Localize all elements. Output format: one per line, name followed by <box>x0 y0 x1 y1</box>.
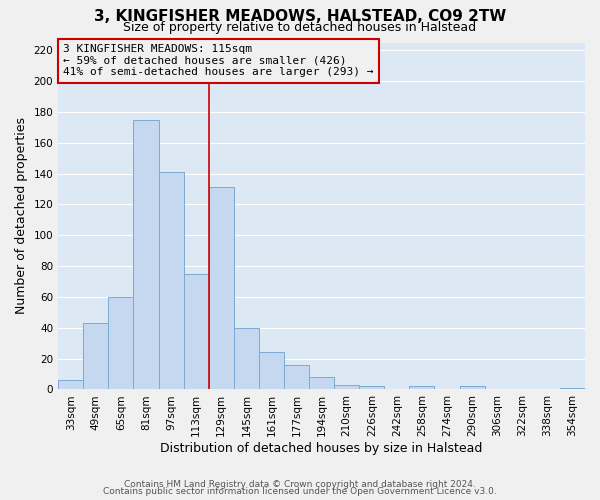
Bar <box>58 380 83 390</box>
Text: 3, KINGFISHER MEADOWS, HALSTEAD, CO9 2TW: 3, KINGFISHER MEADOWS, HALSTEAD, CO9 2TW <box>94 9 506 24</box>
Text: Contains HM Land Registry data © Crown copyright and database right 2024.: Contains HM Land Registry data © Crown c… <box>124 480 476 489</box>
Bar <box>158 172 184 390</box>
Bar <box>334 385 359 390</box>
X-axis label: Distribution of detached houses by size in Halstead: Distribution of detached houses by size … <box>160 442 483 455</box>
Bar <box>409 386 434 390</box>
Text: 3 KINGFISHER MEADOWS: 115sqm
← 59% of detached houses are smaller (426)
41% of s: 3 KINGFISHER MEADOWS: 115sqm ← 59% of de… <box>64 44 374 78</box>
Bar <box>309 377 334 390</box>
Bar <box>234 328 259 390</box>
Text: Contains public sector information licensed under the Open Government Licence v3: Contains public sector information licen… <box>103 487 497 496</box>
Bar <box>259 352 284 390</box>
Bar <box>359 386 385 390</box>
Y-axis label: Number of detached properties: Number of detached properties <box>15 118 28 314</box>
Bar <box>560 388 585 390</box>
Bar <box>209 188 234 390</box>
Bar <box>83 323 109 390</box>
Text: Size of property relative to detached houses in Halstead: Size of property relative to detached ho… <box>124 22 476 35</box>
Bar <box>460 386 485 390</box>
Bar <box>184 274 209 390</box>
Bar <box>109 297 133 390</box>
Bar <box>133 120 158 390</box>
Bar <box>284 365 309 390</box>
